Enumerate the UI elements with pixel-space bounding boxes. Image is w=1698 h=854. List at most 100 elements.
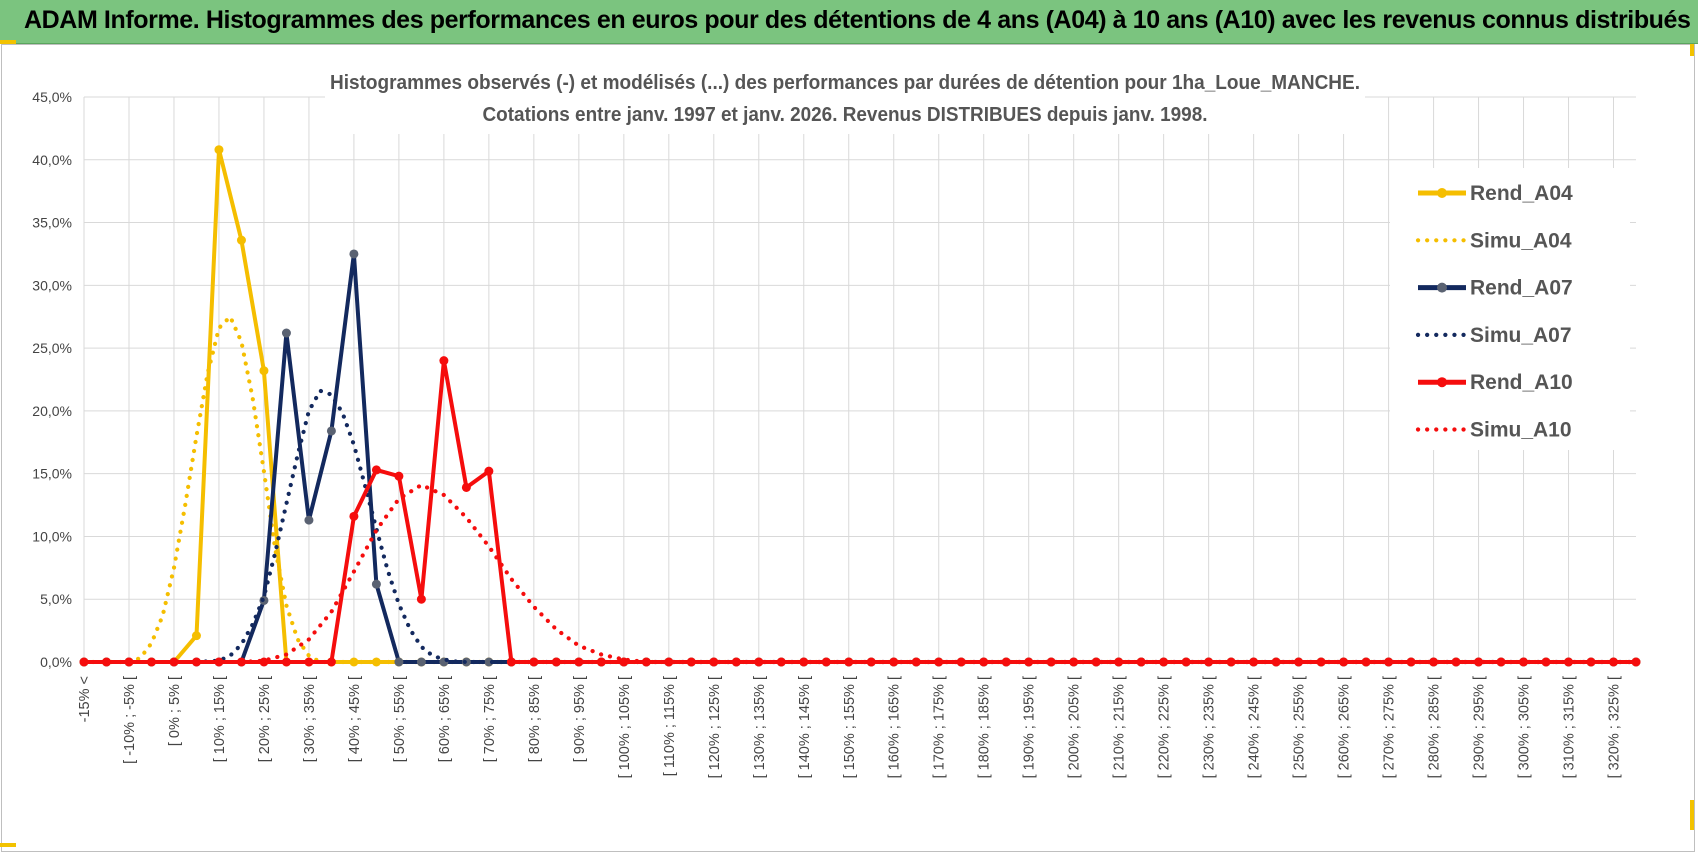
- report-banner: ADAM Informe. Histogrammes des performan…: [0, 0, 1698, 44]
- series-point-rend-a10: [956, 657, 966, 667]
- x-tick-label: [ 110% ; 115% [: [662, 676, 678, 776]
- x-tick-label: [ 190% ; 195% [: [1022, 676, 1038, 778]
- x-tick-label: [ 220% ; 225% [: [1157, 676, 1173, 778]
- series-point-rend-a04: [191, 631, 201, 641]
- x-tick-label: [ 120% ; 125% [: [707, 676, 723, 778]
- series-point-rend-a10: [371, 465, 381, 475]
- y-tick-label: 0,0%: [40, 654, 72, 670]
- x-tick-label: [ 200% ; 205% [: [1067, 676, 1083, 778]
- series-point-rend-a10: [844, 657, 854, 667]
- series-point-rend-a10: [1609, 657, 1619, 667]
- x-tick-label: [ 90% ; 95% [: [572, 676, 588, 762]
- series-point-rend-a07: [281, 328, 291, 338]
- series-point-rend-a10: [1519, 657, 1529, 667]
- legend-marker-rend-a04: [1437, 188, 1447, 198]
- x-tick-label: [ 10% ; 15% [: [212, 676, 228, 762]
- x-tick-label: [ 80% ; 85% [: [527, 676, 543, 762]
- x-tick-label: [ 210% ; 215% [: [1112, 676, 1128, 778]
- series-point-rend-a10: [551, 657, 561, 667]
- series-point-rend-a10: [1181, 657, 1191, 667]
- series-point-rend-a10: [439, 356, 449, 366]
- y-tick-label: 15,0%: [32, 466, 72, 482]
- x-tick-label: [ 240% ; 245% [: [1247, 676, 1263, 778]
- x-tick-label: [ 170% ; 175% [: [932, 676, 948, 778]
- x-tick-label: [ 280% ; 285% [: [1427, 676, 1443, 778]
- x-tick-label: [ 60% ; 65% [: [437, 676, 453, 762]
- x-tick-label: [ 180% ; 185% [: [977, 676, 993, 778]
- series-line-simu-a10: [239, 482, 1639, 665]
- frame-corner-bottom-right: [1690, 800, 1694, 830]
- x-tick-label: [ 130% ; 135% [: [752, 676, 768, 778]
- series-point-rend-a10: [754, 657, 764, 667]
- legend-label-simu-a07: Simu_A07: [1470, 324, 1572, 347]
- series-point-rend-a10: [124, 657, 134, 667]
- series-point-rend-a10: [214, 657, 224, 667]
- chart-subtitle: Cotations entre janv. 1997 et janv. 2026…: [483, 104, 1208, 126]
- legend-marker-rend-a07: [1437, 282, 1447, 293]
- series-point-rend-a10: [1271, 657, 1281, 667]
- series-point-rend-a10: [191, 657, 201, 667]
- series-point-rend-a10: [461, 482, 471, 492]
- series-point-rend-a10: [799, 657, 809, 667]
- x-axis: -15% < [ -10% ; -5% [ [ 0% ; 5% [ [ 10% ; 1…: [77, 676, 1623, 778]
- series-point-rend-a10: [304, 657, 314, 667]
- legend-label-rend-a10: Rend_A10: [1470, 371, 1573, 394]
- x-tick-label: [ 150% ; 155% [: [842, 676, 858, 778]
- x-tick-label: [ 30% ; 35% [: [302, 676, 318, 762]
- series-line-rend-a10: [84, 358, 1636, 664]
- series-point-rend-a10: [79, 657, 89, 667]
- x-tick-label: [ 260% ; 265% [: [1337, 676, 1353, 778]
- x-tick-label: [ 0% ; 5% [: [167, 676, 183, 746]
- legend-label-rend-a07: Rend_A07: [1470, 277, 1573, 300]
- y-tick-label: 20,0%: [32, 403, 72, 419]
- series-point-rend-a10: [169, 657, 179, 667]
- frame-corner-top-left: [0, 40, 16, 44]
- series-point-rend-a10: [1226, 657, 1236, 667]
- series-point-rend-a07: [484, 657, 494, 667]
- series-point-rend-a10: [281, 657, 291, 667]
- chart-legend: Rend_A04 Simu_A04 Rend_A07 Simu_A07 Rend_A10…: [1390, 168, 1630, 450]
- series-point-rend-a10: [1091, 657, 1101, 667]
- x-tick-label: [ -10% ; -5% [: [122, 676, 138, 764]
- series-point-rend-a10: [529, 657, 539, 667]
- legend-label-rend-a04: Rend_A04: [1470, 182, 1573, 205]
- x-tick-label: [ 290% ; 295% [: [1472, 676, 1488, 778]
- legend-label-simu-a10: Simu_A10: [1470, 419, 1572, 442]
- chart-title-box: Histogrammes observés (-) et modélisés (…: [325, 66, 1365, 134]
- series-point-rend-a10: [1046, 657, 1056, 667]
- frame-corner-bottom-left: [0, 843, 16, 847]
- series-point-rend-a07: [304, 515, 314, 525]
- y-axis: 0,0% 5,0% 10,0% 15,0% 20,0% 25,0% 30,0% 35,0% 40…: [32, 89, 72, 670]
- y-tick-label: 30,0%: [32, 277, 72, 293]
- series-point-rend-a10: [146, 657, 156, 667]
- series-point-rend-a10: [911, 657, 921, 667]
- y-tick-label: 35,0%: [32, 215, 72, 231]
- y-tick-label: 5,0%: [40, 591, 72, 607]
- frame-corner-top-right: [1690, 44, 1694, 56]
- x-tick-label: [ 270% ; 275% [: [1382, 676, 1398, 778]
- x-tick-label: [ 40% ; 45% [: [347, 676, 363, 762]
- y-tick-label: 45,0%: [32, 89, 72, 105]
- report-title: ADAM Informe. Histogrammes des performan…: [24, 6, 1691, 34]
- x-tick-label: [ 70% ; 75% [: [482, 676, 498, 762]
- x-tick-label: -15% <: [77, 676, 93, 722]
- series-point-rend-a10: [394, 471, 404, 481]
- x-tick-label: [ 50% ; 55% [: [392, 676, 408, 762]
- x-tick-label: [ 160% ; 165% [: [887, 676, 903, 778]
- series-point-rend-a10: [889, 657, 899, 667]
- series-point-rend-a10: [259, 657, 269, 667]
- x-tick-label: [ 230% ; 235% [: [1202, 676, 1218, 778]
- series-point-rend-a10: [1339, 657, 1349, 667]
- series-point-rend-a10: [1001, 657, 1011, 667]
- series-point-rend-a10: [349, 511, 359, 521]
- series-point-rend-a07: [394, 657, 404, 667]
- series-point-rend-a10: [484, 466, 494, 476]
- x-tick-label: [ 100% ; 105% [: [617, 676, 633, 778]
- chart-frame: [1, 44, 1695, 852]
- x-tick-label: [ 300% ; 305% [: [1517, 676, 1533, 778]
- y-tick-label: 10,0%: [32, 528, 72, 544]
- series-point-rend-a10: [1631, 657, 1641, 667]
- chart-series: [79, 145, 1641, 667]
- x-tick-label: [ 250% ; 255% [: [1292, 676, 1308, 778]
